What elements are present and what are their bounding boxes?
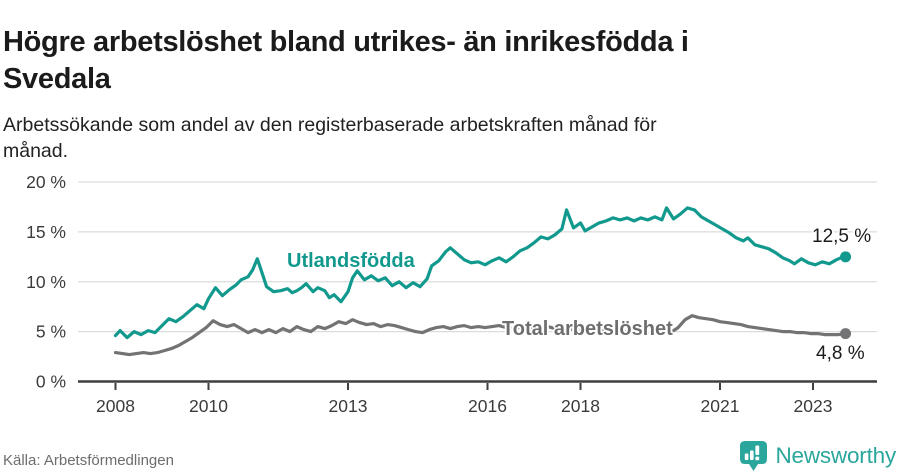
series-line-utlandsfodda [113,206,848,340]
x-tick-label: 2021 [701,396,740,416]
x-tick-label: 2010 [189,396,228,416]
series-line-total-arbetsloshet [113,314,848,357]
line-chart: 2008 2010 2013 2016 2018 2021 2023 0 % 5 % 10 % 15… [26,172,877,416]
page-title: Högre arbetslöshet bland utrikes- än inr… [3,24,897,98]
end-value-label-utlandsfodda: 12,5 % [812,226,872,247]
series-label-total-arbetsloshet: Total arbetslöshet [502,318,673,340]
source-note: Källa: Arbetsförmedlingen [3,452,174,469]
y-tick-label: 15 % [26,222,66,242]
chart-subtitle: Arbetssökande som andel av den registerb… [3,112,897,164]
y-tick-label: 0 % [36,372,66,392]
y-tick-label: 10 % [26,272,66,292]
end-dot-total-arbetsloshet [840,328,852,340]
title-line-2: Svedala [3,63,111,96]
end-dot-utlandsfodda [840,251,852,263]
subtitle-line-2: månad. [3,139,69,162]
subtitle-line-1: Arbetssökande som andel av den registerb… [3,113,657,136]
y-tick-label: 20 % [26,172,66,192]
x-tick-label: 2008 [96,396,135,416]
end-value-label-total-arbetsloshet: 4,8 % [816,343,865,364]
title-line-1: Högre arbetslöshet bland utrikes- än inr… [3,26,689,59]
newsworthy-icon [740,441,768,471]
newsworthy-wordmark: Newsworthy [775,443,896,468]
x-tick-label: 2013 [329,396,368,416]
x-tick-label: 2023 [794,396,833,416]
x-tick-label: 2018 [561,396,600,416]
x-tick-label: 2016 [468,396,507,416]
series-label-utlandsfodda: Utlandsfödda [287,250,415,272]
newsworthy-logo: Newsworthy [739,439,896,473]
y-tick-label: 5 % [36,322,66,342]
